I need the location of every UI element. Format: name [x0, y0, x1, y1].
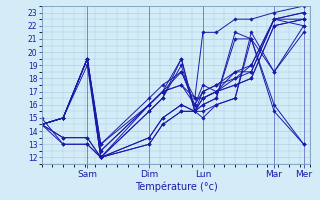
X-axis label: Température (°c): Température (°c)	[135, 181, 217, 192]
